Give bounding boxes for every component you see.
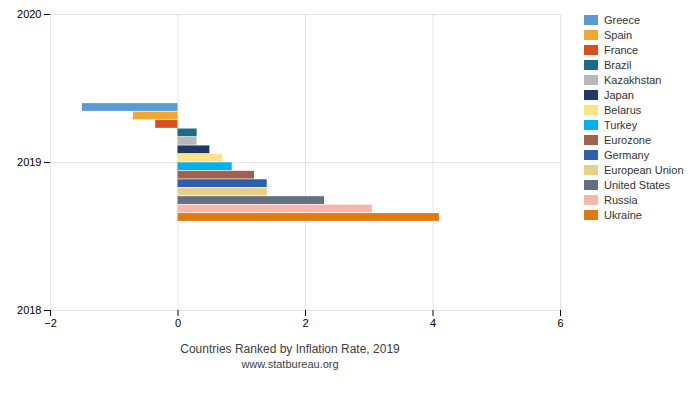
html-text:France: France [604,44,639,56]
html-text:Japan: Japan [604,89,634,101]
svg-text:6: 6 [557,317,563,329]
html-text:Belarus: Belarus [604,104,642,116]
svg-text:2020: 2020 [17,8,41,20]
svg-text:2: 2 [302,317,308,329]
svg-text:4: 4 [430,317,436,329]
html-text:Countries Ranked by Inflation: Countries Ranked by Inflation Rate, 2019 [180,342,400,356]
svg-text:−2: −2 [44,317,57,329]
svg-text:2018: 2018 [17,304,41,316]
html-text:European Union: European Union [604,164,684,176]
html-text:Greece: Greece [604,14,641,26]
svg-text:0: 0 [175,317,181,329]
html-text:www.statbureau.org: www.statbureau.org [241,358,339,370]
html-text:Eurozone: Eurozone [604,134,652,146]
html-text:Brazil: Brazil [604,59,632,71]
html-text:Turkey: Turkey [604,119,638,131]
html-text:United States: United States [604,179,670,191]
html-text:Spain: Spain [604,29,633,41]
html-text:Kazakhstan: Kazakhstan [604,74,662,86]
html-text:Ukraine: Ukraine [604,209,642,221]
html-text:Germany: Germany [604,149,650,161]
svg-text:2019: 2019 [17,156,41,168]
html-text:Russia: Russia [604,194,638,206]
